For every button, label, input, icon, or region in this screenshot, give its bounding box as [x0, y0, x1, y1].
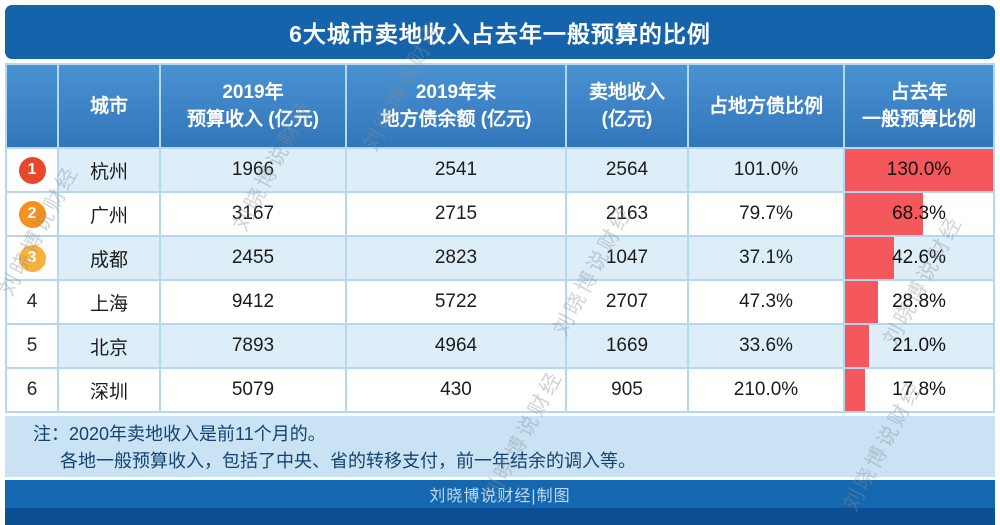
land-revenue-cell: 1669	[567, 325, 687, 367]
debt-balance-cell: 2715	[347, 193, 565, 235]
budget-ratio-cell: 68.3%	[845, 193, 993, 235]
rank-number: 4	[26, 291, 38, 312]
header-budget-2019: 2019年 预算收入 (亿元)	[161, 65, 345, 147]
rank-cell: 4	[7, 281, 57, 323]
debt-balance-cell: 2823	[347, 237, 565, 279]
city-cell: 成都	[59, 237, 159, 279]
credit-text: 刘晓博说财经|制图	[429, 488, 571, 505]
ratio-bar	[845, 149, 993, 191]
ratio-bar	[845, 237, 894, 279]
infographic: 6大城市卖地收入占去年一般预算的比例 城市 2019年 预算收入 (亿元) 20…	[5, 0, 995, 525]
rank-badge: 2	[18, 200, 46, 228]
land-revenue-cell: 905	[567, 369, 687, 411]
header-land-revenue: 卖地收入 (亿元)	[567, 65, 687, 147]
page-title: 6大城市卖地收入占去年一般预算的比例	[289, 21, 711, 47]
land-revenue-cell: 2163	[567, 193, 687, 235]
rank-cell: 1	[7, 149, 57, 191]
debt-balance-cell: 5722	[347, 281, 565, 323]
city-cell: 杭州	[59, 149, 159, 191]
budget-ratio-cell: 21.0%	[845, 325, 993, 367]
header-city: 城市	[59, 65, 159, 147]
header-budget-ratio: 占去年 一般预算比例	[845, 65, 993, 147]
budget-2019-cell: 7893	[161, 325, 345, 367]
rank-badge: 3	[18, 244, 46, 272]
budget-2019-cell: 2455	[161, 237, 345, 279]
city-cell: 上海	[59, 281, 159, 323]
land-revenue-cell: 2564	[567, 149, 687, 191]
land-revenue-cell: 1047	[567, 237, 687, 279]
budget-ratio-cell: 42.6%	[845, 237, 993, 279]
header-debt-balance: 2019年末 地方债余额 (亿元)	[347, 65, 565, 147]
rank-number: 6	[26, 379, 38, 400]
ratio-label: 17.8%	[892, 379, 946, 400]
debt-balance-cell: 4964	[347, 325, 565, 367]
ratio-bar	[845, 193, 923, 235]
rank-badge: 1	[18, 156, 46, 184]
debt-balance-cell: 2541	[347, 149, 565, 191]
rank-cell: 6	[7, 369, 57, 411]
ratio-label: 130.0%	[886, 159, 952, 180]
header-debt-ratio: 占地方债比例	[689, 65, 843, 147]
debt-ratio-cell: 79.7%	[689, 193, 843, 235]
rank-cell: 5	[7, 325, 57, 367]
header-rank	[7, 65, 57, 147]
ratio-label: 28.8%	[892, 291, 946, 312]
budget-ratio-cell: 28.8%	[845, 281, 993, 323]
debt-ratio-cell: 47.3%	[689, 281, 843, 323]
ratio-bar	[845, 369, 866, 411]
data-table: 城市 2019年 预算收入 (亿元) 2019年末 地方债余额 (亿元) 卖地收…	[5, 63, 995, 413]
ratio-label: 42.6%	[892, 247, 946, 268]
ratio-label: 68.3%	[892, 203, 946, 224]
city-cell: 广州	[59, 193, 159, 235]
debt-ratio-cell: 210.0%	[689, 369, 843, 411]
budget-2019-cell: 1966	[161, 149, 345, 191]
ratio-bar	[845, 325, 869, 367]
budget-ratio-cell: 17.8%	[845, 369, 993, 411]
city-cell: 深圳	[59, 369, 159, 411]
budget-ratio-cell: 130.0%	[845, 149, 993, 191]
footnote-line-1: 注：2020年卖地收入是前11个月的。	[33, 424, 326, 444]
budget-2019-cell: 3167	[161, 193, 345, 235]
footnotes: 注：2020年卖地收入是前11个月的。 各地一般预算收入，包括了中央、省的转移支…	[5, 416, 995, 477]
footer-bar: 刘晓博说财经|制图	[5, 480, 995, 508]
debt-ratio-cell: 33.6%	[689, 325, 843, 367]
ratio-bar	[845, 281, 878, 323]
budget-2019-cell: 9412	[161, 281, 345, 323]
land-revenue-cell: 2707	[567, 281, 687, 323]
rank-cell: 3	[7, 237, 57, 279]
title-bar: 6大城市卖地收入占去年一般预算的比例	[5, 5, 995, 59]
city-cell: 北京	[59, 325, 159, 367]
budget-2019-cell: 5079	[161, 369, 345, 411]
debt-ratio-cell: 37.1%	[689, 237, 843, 279]
rank-cell: 2	[7, 193, 57, 235]
debt-ratio-cell: 101.0%	[689, 149, 843, 191]
debt-balance-cell: 430	[347, 369, 565, 411]
rank-number: 5	[26, 335, 38, 356]
ratio-label: 21.0%	[892, 335, 946, 356]
bottom-strip	[5, 508, 995, 525]
footnote-line-2: 各地一般预算收入，包括了中央、省的转移支付，前一年结余的调入等。	[60, 451, 636, 471]
